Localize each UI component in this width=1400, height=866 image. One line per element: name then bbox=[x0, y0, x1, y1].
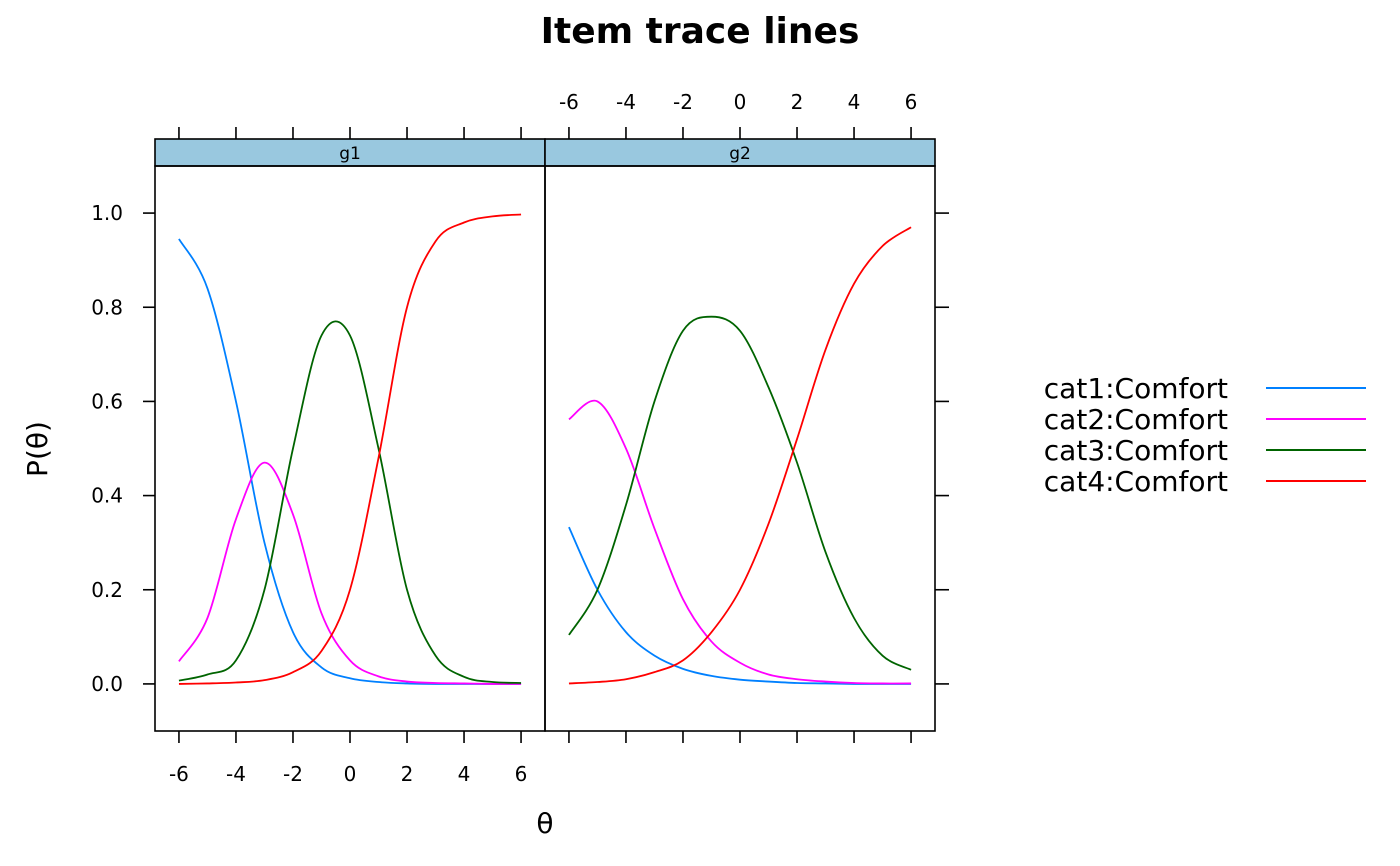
curve-g2-cat1 bbox=[568, 526, 912, 685]
y-tick-label: 0.6 bbox=[91, 389, 123, 413]
x-tick-label-bottom: 4 bbox=[458, 762, 471, 786]
y-tick-label: 1.0 bbox=[91, 201, 123, 225]
x-tick-label-top: 2 bbox=[791, 90, 804, 114]
y-tick-label: 0.2 bbox=[91, 578, 123, 602]
panel-frame-g1 bbox=[154, 165, 546, 732]
x-tick-label-bottom: 2 bbox=[401, 762, 414, 786]
curve-g2-cat4 bbox=[568, 226, 912, 685]
strip-label-g2: g2 bbox=[729, 144, 751, 164]
y-axis-label: P(θ) bbox=[21, 421, 54, 477]
x-tick-label-top: 4 bbox=[848, 90, 861, 114]
panel-frame-g2 bbox=[544, 165, 936, 732]
curve-g1-cat1 bbox=[178, 238, 522, 685]
curve-g1-cat2 bbox=[178, 461, 522, 685]
y-tick-label: 0.8 bbox=[91, 295, 123, 319]
y-tick-label: 0.0 bbox=[91, 672, 123, 696]
x-tick-label-top: 6 bbox=[905, 90, 918, 114]
x-axis-label: θ bbox=[536, 807, 553, 840]
curve-g2-cat2 bbox=[568, 399, 912, 685]
chart-title: Item trace lines bbox=[541, 11, 860, 52]
x-tick-label-bottom: 0 bbox=[344, 762, 357, 786]
legend-label-cat2: cat2:Comfort bbox=[1044, 403, 1228, 436]
x-tick-label-bottom: -4 bbox=[226, 762, 246, 786]
y-tick-label: 0.4 bbox=[91, 484, 123, 508]
curve-g1-cat4 bbox=[178, 213, 522, 685]
x-tick-label-bottom: -2 bbox=[283, 762, 303, 786]
x-tick-label-top: 0 bbox=[734, 90, 747, 114]
plot-area: g1 -6 -4 -2 0 2 4 6 g2 -6 -4 -2 0 2 4 6 0.0 0.2 0.4 0.6 0.8 1… bbox=[91, 90, 949, 786]
x-tick-label-bottom: -6 bbox=[169, 762, 189, 786]
x-tick-label-top: -6 bbox=[559, 90, 579, 114]
x-tick-label-top: -4 bbox=[616, 90, 636, 114]
strip-g1 bbox=[154, 138, 546, 167]
strip-label-g1: g1 bbox=[339, 144, 361, 164]
x-tick-label-bottom: 6 bbox=[515, 762, 528, 786]
legend-label-cat4: cat4:Comfort bbox=[1044, 465, 1228, 498]
legend-label-cat1: cat1:Comfort bbox=[1044, 372, 1228, 405]
curve-g2-cat3 bbox=[568, 315, 912, 671]
curve-g1-cat3 bbox=[178, 320, 522, 684]
x-tick-label-top: -2 bbox=[673, 90, 693, 114]
legend: cat1:Comfortcat2:Comfortcat3:Comfortcat4… bbox=[1044, 372, 1366, 498]
legend-label-cat3: cat3:Comfort bbox=[1044, 434, 1228, 467]
